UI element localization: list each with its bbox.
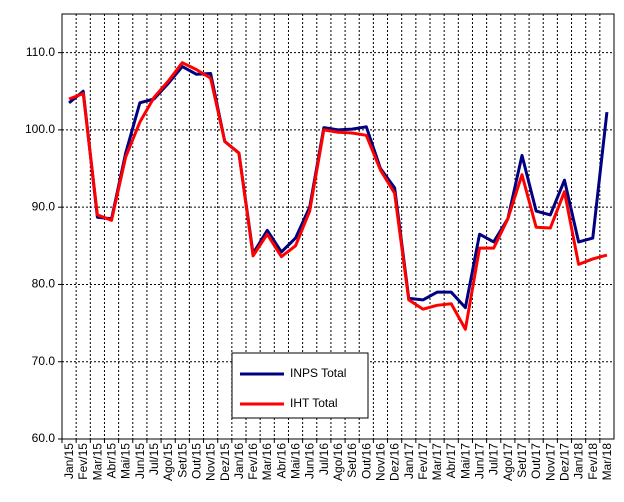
x-tick-label: Abr/15: [105, 443, 119, 479]
x-tick-label: Dez/17: [557, 443, 571, 481]
legend-label: IHT Total: [290, 396, 338, 410]
x-tick-label: Fev/15: [76, 443, 90, 480]
x-tick-label: Mar/18: [600, 443, 614, 481]
x-tick-label: Dez/16: [388, 443, 402, 481]
y-tick-label: 110.0: [26, 45, 55, 59]
legend-box: [231, 352, 369, 419]
x-tick-label: Nov/15: [204, 443, 218, 481]
x-tick-label: Jul/17: [487, 443, 501, 475]
x-tick-label: Set/16: [345, 443, 359, 478]
x-tick-label: Jun/15: [133, 443, 147, 479]
x-tick-label: Jul/15: [147, 443, 161, 475]
x-tick-label: Set/15: [175, 443, 189, 478]
x-tick-label: Dez/15: [218, 443, 232, 481]
x-tick-label: Ago/15: [161, 443, 175, 481]
x-tick-label: Jun/17: [473, 443, 487, 479]
x-tick-label: Mai/15: [119, 443, 133, 479]
x-tick-label: Jan/18: [572, 443, 586, 479]
legend-label: INPS Total: [290, 366, 346, 380]
x-tick-label: Fev/18: [586, 443, 600, 480]
x-tick-label: Ago/17: [501, 443, 515, 481]
y-tick-label: 70.0: [32, 354, 56, 368]
x-tick-label: Mar/16: [260, 443, 274, 481]
x-tick-label: Jan/15: [62, 443, 76, 479]
x-tick-label: Mar/15: [90, 443, 104, 481]
x-tick-label: Jul/16: [317, 443, 331, 475]
x-tick-label: Mai/17: [458, 443, 472, 479]
x-tick-label: Jan/16: [232, 443, 246, 479]
x-tick-label: Mai/16: [289, 443, 303, 479]
x-tick-label: Ago/16: [331, 443, 345, 481]
y-tick-label: 90.0: [32, 199, 56, 213]
x-tick-label: Fev/16: [246, 443, 260, 480]
x-tick-label: Out/17: [529, 443, 543, 479]
plot-border: [61, 13, 615, 440]
x-tick-label: Set/17: [515, 443, 529, 478]
x-tick-label: Out/15: [189, 443, 203, 479]
legend: INPS Total IHT Total: [231, 352, 369, 419]
series-line: [68, 61, 608, 331]
x-tick-label: Out/16: [359, 443, 373, 479]
x-tick-label: Jan/17: [402, 443, 416, 479]
x-tick-label: Mar/17: [430, 443, 444, 481]
y-tick-label: 60.0: [32, 431, 56, 445]
x-tick-label: Abr/16: [274, 443, 288, 479]
x-tick-label: Fev/17: [416, 443, 430, 480]
y-tick-label: 100.0: [25, 122, 55, 136]
x-tick-label: Abr/17: [444, 443, 458, 479]
x-tick-label: Nov/16: [373, 443, 387, 481]
x-tick-label: Jun/16: [303, 443, 317, 479]
y-tick-label: 80.0: [32, 277, 56, 291]
x-tick-label: Nov/17: [543, 443, 557, 481]
